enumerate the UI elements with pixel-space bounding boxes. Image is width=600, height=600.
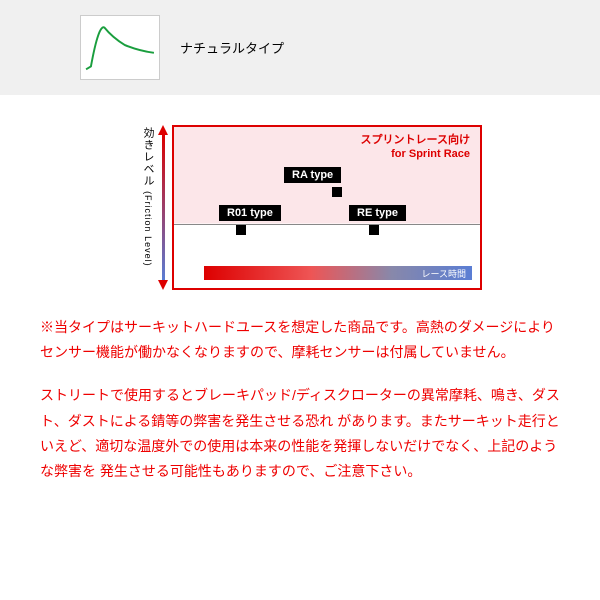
warning-para-1: ※当タイプはサーキットハードユースを想定した商品です。高熱のダメージによりセンサ… (40, 315, 560, 365)
friction-chart: 効きレベル (Friction Level) スプリントレース向け for Sp… (140, 125, 600, 290)
type-marker (369, 225, 379, 235)
type-box: RA type (284, 167, 341, 183)
y-axis-arrow (158, 125, 168, 290)
type-label: ナチュラルタイプ (180, 38, 284, 57)
chart-divider (174, 224, 480, 225)
curve-svg (81, 16, 159, 79)
chart-header: スプリントレース向け for Sprint Race (361, 133, 470, 162)
top-section: ナチュラルタイプ (0, 0, 600, 95)
curve-line (86, 27, 154, 69)
type-box: R01 type (219, 205, 281, 221)
type-marker (236, 225, 246, 235)
arrow-up-icon (158, 125, 168, 135)
curve-chart (80, 15, 160, 80)
arrow-down-icon (158, 280, 168, 290)
warning-para-2: ストリートで使用するとブレーキパッド/ディスクローターの異常摩耗、鳴き、ダスト、… (40, 383, 560, 484)
type-marker (332, 187, 342, 197)
type-box: RE type (349, 205, 406, 221)
gradient-bar: レース時間 (204, 266, 472, 280)
warning-text: ※当タイプはサーキットハードユースを想定した商品です。高熱のダメージによりセンサ… (0, 315, 600, 484)
y-axis-label: 効きレベル (Friction Level) (140, 125, 158, 290)
chart-area: スプリントレース向け for Sprint Race レース時間 RA type… (172, 125, 482, 290)
